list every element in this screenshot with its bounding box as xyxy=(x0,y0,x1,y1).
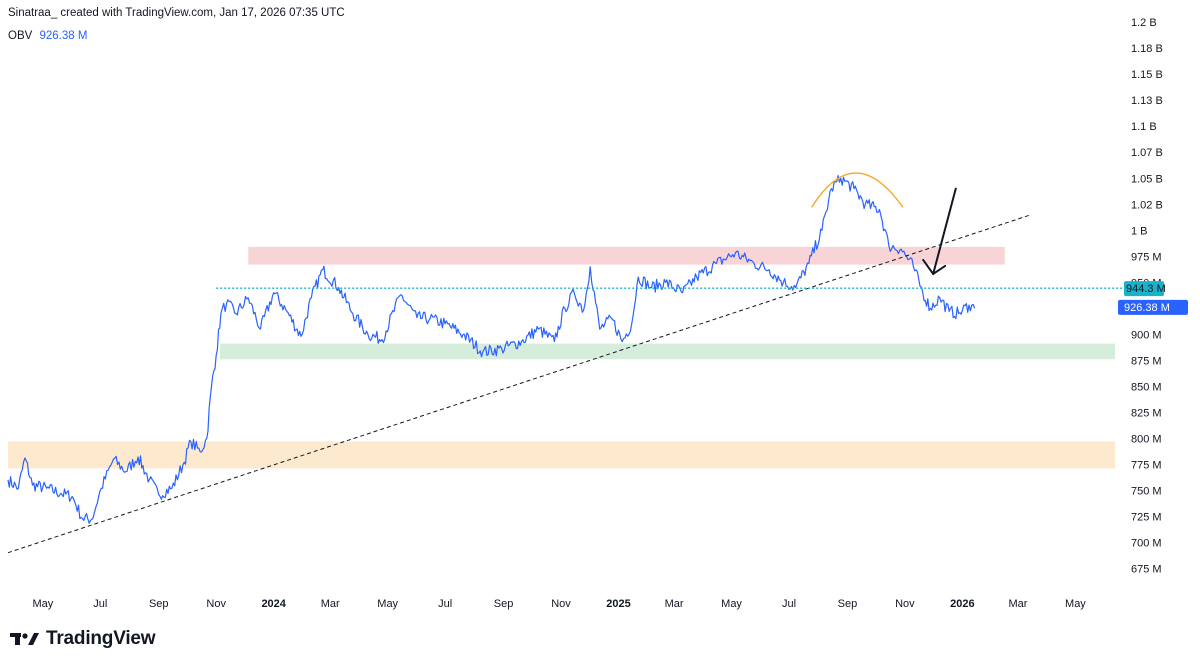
x-tick-label: 2024 xyxy=(261,598,286,610)
x-tick-label: 2025 xyxy=(606,598,630,610)
annotation-layer xyxy=(7,172,1131,554)
chart-attribution: Sinatraa_ created with TradingView.com, … xyxy=(8,7,345,19)
x-tick-label: Jul xyxy=(782,598,796,610)
resistance-zone xyxy=(248,246,1005,265)
rounding-top-arc xyxy=(811,172,904,208)
y-tick-label: 900 M xyxy=(1131,329,1162,341)
y-tick-label: 1.15 B xyxy=(1131,69,1163,81)
y-tick-label: 775 M xyxy=(1131,459,1162,471)
y-tick-label: 1.2 B xyxy=(1131,17,1157,29)
indicator-value: 926.38 M xyxy=(39,30,88,42)
current-price-label: 926.38 M xyxy=(1124,302,1170,314)
lower-zone xyxy=(8,441,1115,469)
y-tick-label: 700 M xyxy=(1131,537,1162,549)
level-price-tag xyxy=(1124,281,1164,297)
y-tick-label: 725 M xyxy=(1131,511,1162,523)
y-tick-label: 825 M xyxy=(1131,407,1162,419)
x-tick-label: Nov xyxy=(551,598,571,610)
x-tick-label: Sep xyxy=(149,598,169,610)
time-axis: May Jul Sep Nov 2024 Mar May Jul Sep Nov 2025 Mar Ma… xyxy=(32,598,1086,610)
price-labels: 944.3 M 926.38 M xyxy=(1118,281,1188,315)
y-tick-label: 1.02 B xyxy=(1131,199,1163,211)
price-axis: 1.2 B 1.18 B 1.15 B 1.13 B 1.1 B 1.07 B 1.05 B… xyxy=(1131,17,1163,575)
tradingview-logo[interactable]: TradingView xyxy=(10,628,156,650)
y-tick-label: 1.1 B xyxy=(1131,121,1157,133)
zone-layer xyxy=(8,246,1115,469)
x-tick-label: Mar xyxy=(665,598,684,610)
tradingview-logo-icon xyxy=(10,633,39,645)
x-tick-label: Mar xyxy=(321,598,340,610)
tradingview-wordmark: TradingView xyxy=(46,628,156,649)
trendline xyxy=(7,214,1032,554)
level-price-label: 944.3 M xyxy=(1126,283,1166,295)
x-tick-label: May xyxy=(32,598,53,610)
y-tick-label: 1.13 B xyxy=(1131,95,1163,107)
y-tick-label: 875 M xyxy=(1131,355,1162,367)
down-arrow-shaft xyxy=(932,187,957,275)
x-tick-label: May xyxy=(377,598,398,610)
line-layer xyxy=(7,175,976,524)
y-tick-label: 1.07 B xyxy=(1131,147,1163,159)
y-tick-label: 1.05 B xyxy=(1131,173,1163,185)
obv-line xyxy=(7,175,976,524)
down-arrow-head xyxy=(922,258,947,275)
x-tick-label: Jul xyxy=(438,598,452,610)
y-tick-label: 675 M xyxy=(1131,563,1162,575)
x-tick-label: May xyxy=(721,598,742,610)
x-tick-label: Nov xyxy=(206,598,226,610)
x-tick-label: Sep xyxy=(838,598,858,610)
y-tick-label: 850 M xyxy=(1131,381,1162,393)
x-tick-label: Nov xyxy=(895,598,915,610)
support-zone xyxy=(219,343,1115,360)
y-tick-label: 975 M xyxy=(1131,251,1162,263)
y-tick-label: 1.18 B xyxy=(1131,43,1163,55)
indicator-legend[interactable]: OBV 926.38 M xyxy=(8,30,87,42)
x-tick-label: Jul xyxy=(93,598,107,610)
x-tick-label: Sep xyxy=(494,598,514,610)
y-tick-label: 1 B xyxy=(1131,225,1148,237)
y-tick-label: 750 M xyxy=(1131,485,1162,497)
x-tick-label: 2026 xyxy=(950,598,974,610)
y-tick-label: 800 M xyxy=(1131,433,1162,445)
current-price-tag xyxy=(1118,299,1188,315)
x-tick-label: May xyxy=(1065,598,1086,610)
x-tick-label: Mar xyxy=(1008,598,1027,610)
indicator-name: OBV xyxy=(8,30,33,42)
